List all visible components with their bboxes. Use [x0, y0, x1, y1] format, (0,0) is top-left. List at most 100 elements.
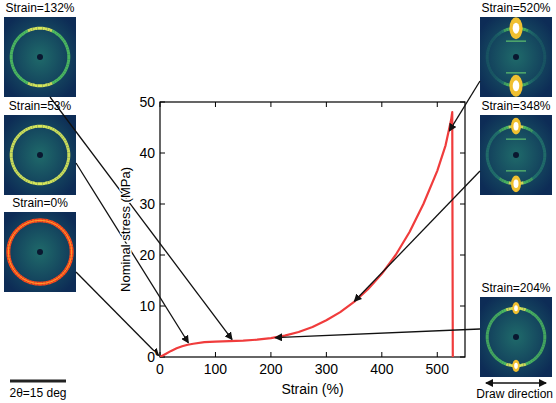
ring-core: [8, 220, 71, 283]
ring-segment: [536, 356, 538, 358]
ring-segment: [538, 38, 540, 40]
ring-segment: [40, 182, 43, 185]
ring-segment: [506, 181, 508, 185]
ring-segment: [542, 47, 546, 49]
layer-line: [506, 40, 526, 42]
ring-segment: [45, 181, 47, 185]
ring-segment: [492, 172, 494, 174]
ring-segment: [509, 125, 511, 129]
ring-segment: [486, 332, 489, 334]
ring-segment: [542, 145, 546, 147]
diffraction-pattern: [4, 212, 76, 292]
ring-segment: [30, 181, 32, 185]
pattern-background: [480, 115, 552, 195]
y-tick-right: [460, 306, 465, 307]
ring-segment: [499, 179, 501, 180]
x-tick-top: [270, 102, 271, 107]
ring-segment: [20, 175, 22, 177]
ring-segment: [526, 362, 528, 366]
ring-segment: [64, 138, 65, 140]
ring-segment: [10, 50, 14, 52]
ring-segment: [11, 47, 15, 49]
ring-segment: [47, 83, 49, 87]
spot-core: [513, 122, 518, 130]
ring-segment: [43, 125, 45, 128]
ring-segment: [502, 82, 504, 83]
ring-segment: [54, 81, 56, 82]
ring-segment: [496, 133, 498, 135]
ring-segment: [494, 317, 496, 319]
diffraction-pattern: [480, 17, 552, 97]
x-tick-label: 200: [259, 361, 283, 377]
ring-segment: [54, 179, 56, 180]
ring-segment: [57, 79, 59, 81]
ring-segment: [523, 181, 525, 185]
ring-segment: [497, 131, 499, 133]
ring-segment: [486, 57, 489, 60]
ring-segment: [540, 138, 541, 140]
ring-segment: [487, 145, 491, 147]
spot: [509, 75, 522, 97]
ring-segment: [37, 125, 40, 128]
beam-stop: [513, 152, 519, 158]
ring-segment: [28, 126, 30, 130]
ring-segment: [533, 359, 535, 361]
x-tick: [215, 352, 216, 357]
ring-segment: [496, 35, 498, 37]
spot-core: [513, 180, 518, 188]
ring-segment: [492, 38, 494, 40]
ring-segment: [491, 320, 492, 322]
ring-segment: [35, 182, 37, 185]
ring-segment: [504, 126, 506, 130]
ring-segment: [486, 152, 489, 155]
ring-segment: [535, 175, 537, 177]
ring-segment: [67, 57, 70, 60]
ring-segment: [492, 354, 494, 356]
ring-segment: [59, 133, 61, 135]
beam-stop: [37, 54, 43, 60]
ring-segment: [540, 40, 541, 42]
ring-segment: [506, 28, 508, 32]
ring-segment: [541, 69, 542, 71]
ring-segment: [37, 182, 40, 185]
ring-segment: [65, 45, 69, 47]
ring-segment: [67, 52, 70, 54]
ring-segment: [542, 62, 546, 64]
pattern-background: [480, 297, 552, 377]
ring-segment: [62, 38, 64, 40]
ring-segment: [18, 135, 20, 137]
ring-segment: [14, 43, 15, 45]
ring-segment: [497, 33, 499, 35]
ring-segment: [15, 71, 16, 73]
ring-segment: [543, 52, 546, 54]
ring-segment: [52, 82, 54, 83]
ring-segment: [494, 37, 496, 39]
ring-segment: [16, 136, 18, 138]
beam-stop: [37, 249, 43, 255]
ring-segment: [486, 150, 489, 152]
ring-segment: [543, 152, 546, 155]
ring-segment: [535, 77, 537, 79]
ring-segment: [523, 126, 525, 130]
diffraction-pattern: [4, 115, 76, 195]
ring-segment: [521, 307, 523, 311]
y-tick-label: 0: [147, 349, 155, 365]
ring-segment: [538, 172, 540, 174]
ring-segment: [43, 182, 45, 185]
ring-segment: [542, 160, 546, 162]
ring-segment: [10, 60, 13, 62]
ring-segment: [533, 131, 535, 133]
ring-segment: [50, 180, 52, 184]
ring-segment: [67, 152, 70, 155]
ring-segment: [497, 79, 499, 81]
pattern-background: [4, 212, 76, 292]
ring-segment: [64, 40, 65, 42]
ring-segment: [496, 357, 498, 359]
ring-segment: [535, 315, 537, 317]
ring-segment: [528, 362, 530, 363]
ring-segment: [506, 308, 508, 312]
ring-segment: [35, 84, 37, 87]
ring-segment: [502, 129, 504, 130]
ring-segment: [543, 334, 546, 337]
ring-segment: [47, 181, 49, 185]
